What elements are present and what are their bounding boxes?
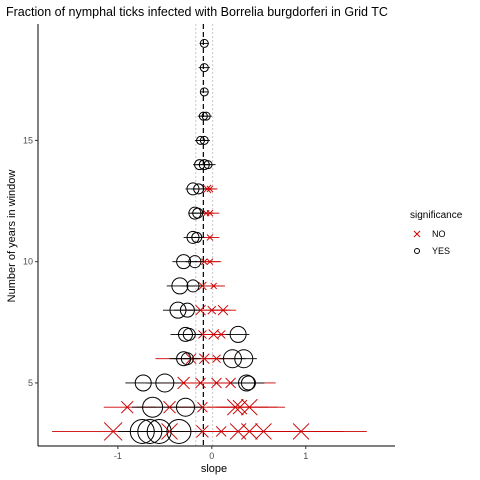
yes-point <box>169 301 187 319</box>
no-point <box>225 377 236 389</box>
no-point <box>216 330 226 339</box>
legend-title: significance <box>410 210 463 221</box>
yes-point <box>142 396 164 418</box>
y-tick-label: 15 <box>23 135 33 145</box>
yes-point <box>199 135 209 145</box>
yes-point <box>182 327 196 341</box>
no-point <box>241 423 258 440</box>
yes-point <box>166 418 192 444</box>
yes-point <box>199 38 209 48</box>
no-point <box>210 282 218 290</box>
no-point <box>255 423 272 440</box>
no-point <box>202 184 212 194</box>
legend-no-x-icon-stroke <box>413 230 421 238</box>
legend-label-no: NO <box>432 229 446 239</box>
x-axis-title: slope <box>201 463 227 475</box>
legend-entry-no: NO <box>413 229 446 239</box>
yes-point <box>194 159 206 171</box>
yes-point <box>203 160 213 170</box>
y-tick-label: 10 <box>23 257 33 267</box>
no-point <box>103 422 123 441</box>
yes-point <box>199 87 209 97</box>
no-point <box>207 305 217 315</box>
y-axis-title: Number of years in window <box>6 170 18 303</box>
yes-point <box>134 374 152 392</box>
no-point <box>206 185 214 193</box>
yes-point <box>196 135 206 145</box>
legend: significance NO YES <box>410 210 463 256</box>
no-point <box>196 425 209 438</box>
x-tick-label: 1 <box>303 451 308 461</box>
no-point <box>206 258 214 266</box>
yes-point <box>171 277 189 295</box>
yes-point <box>192 207 204 219</box>
no-point <box>226 398 244 416</box>
yes-point <box>137 418 163 444</box>
no-point <box>208 329 220 340</box>
yes-point <box>188 255 202 269</box>
yes-point <box>177 326 193 342</box>
no-point <box>211 377 222 389</box>
chart-title: Fraction of nymphal ticks infected with … <box>6 5 388 19</box>
no-point <box>198 281 207 291</box>
yes-point <box>229 325 247 343</box>
legend-yes-circle-icon <box>414 248 420 254</box>
no-point <box>177 376 190 390</box>
yes-point <box>240 375 256 391</box>
x-tick-label: 0 <box>209 451 214 461</box>
legend-entry-yes: YES <box>414 246 450 256</box>
yes-point <box>186 279 200 293</box>
no-point <box>198 330 207 339</box>
no-point <box>161 423 178 440</box>
yes-point <box>201 111 211 121</box>
no-point <box>217 304 229 316</box>
no-point <box>195 304 206 316</box>
no-point <box>241 398 258 416</box>
x-tick-label: -1 <box>114 451 122 461</box>
yes-point <box>176 351 192 367</box>
yes-point <box>180 352 194 366</box>
yes-point <box>179 302 195 318</box>
no-point <box>185 353 197 365</box>
no-point <box>215 426 227 437</box>
no-point <box>292 423 310 440</box>
no-point <box>206 234 214 241</box>
no-point <box>198 353 210 365</box>
no-point <box>163 400 176 414</box>
yes-point <box>191 231 203 243</box>
yes-point <box>198 111 208 121</box>
yes-point <box>188 206 202 220</box>
yes-point <box>193 183 205 195</box>
yes-point <box>155 373 175 393</box>
yes-point <box>238 374 256 392</box>
y-tick-label: 5 <box>28 378 33 388</box>
yes-point <box>146 418 172 444</box>
yes-point <box>129 418 155 444</box>
no-point <box>120 400 134 414</box>
no-point <box>195 377 206 389</box>
yes-point <box>199 63 209 73</box>
yes-point <box>175 397 195 417</box>
yes-point <box>186 230 200 244</box>
yes-point <box>176 254 192 270</box>
yes-point <box>198 159 210 171</box>
no-point <box>212 354 221 364</box>
no-point <box>206 209 214 217</box>
yes-point <box>222 349 242 369</box>
no-point <box>200 258 208 266</box>
legend-label-yes: YES <box>432 246 450 256</box>
yes-point <box>234 349 254 369</box>
yes-point <box>186 182 200 196</box>
no-point <box>197 401 208 413</box>
